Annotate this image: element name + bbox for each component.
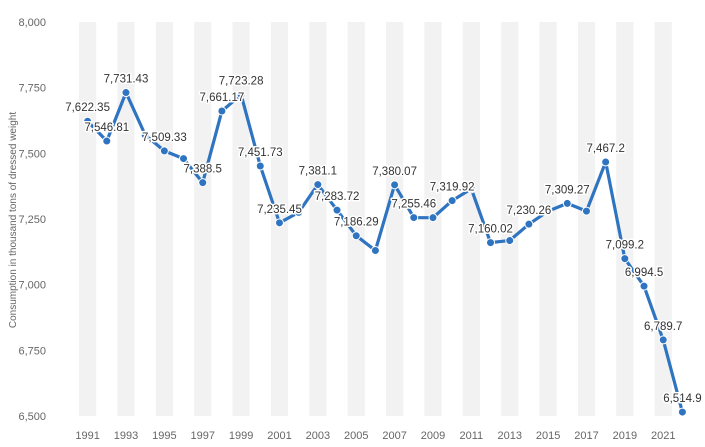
data-label: 7,546.81 [84,122,129,134]
grid-band [501,22,519,416]
data-label: 7,509.33 [142,132,187,144]
data-point [332,205,342,215]
x-tick-label: 1993 [114,430,138,442]
grid-band [194,22,212,416]
data-point [255,161,265,171]
y-axis-title: Consumption in thousand tons of dressed … [8,112,19,328]
x-tick-label: 2009 [421,430,445,442]
grid-band [347,22,365,416]
data-point [562,198,572,208]
y-tick-label: 8,000 [18,17,46,29]
grid-band [79,22,97,416]
grid-band [232,22,250,416]
data-label: 7,467.2 [586,143,624,155]
data-label: 7,230.26 [507,205,552,217]
data-label: 7,622.35 [65,102,110,114]
data-point [313,180,323,190]
x-tick-label: 2007 [382,430,406,442]
data-point [83,116,93,126]
data-point [543,206,553,216]
x-tick-label: 1991 [75,430,99,442]
x-tick-label: 1999 [229,430,253,442]
grid-band [117,22,135,416]
x-tick-label: 2017 [574,430,598,442]
x-tick-label: 2021 [651,430,675,442]
y-tick-label: 6,750 [18,345,46,357]
data-point [505,236,515,246]
grid-band [539,22,557,416]
data-point [198,178,208,188]
data-label: 7,099.2 [606,240,644,252]
data-point [351,231,361,241]
data-label: 7,186.29 [334,217,379,229]
y-tick-label: 7,000 [18,280,46,292]
grid-band [462,22,480,416]
data-point [294,207,304,217]
data-point [601,157,611,167]
y-tick-label: 7,500 [18,148,46,160]
data-point [102,136,112,146]
data-label: 7,309.27 [545,184,590,196]
data-point [390,180,400,190]
data-label: 7,661.17 [200,92,245,104]
x-tick-label: 1997 [190,430,214,442]
grid-band [386,22,404,416]
data-point [447,196,457,206]
grid-band [577,22,596,416]
x-tick-label: 2011 [460,430,484,442]
data-label: 7,723.28 [219,76,264,88]
data-point [121,88,131,98]
data-label: 6,789.7 [644,321,682,333]
data-label: 7,451.73 [238,147,283,159]
data-point [581,206,591,216]
data-label: 7,160.02 [468,224,513,236]
data-point [217,106,227,116]
data-label: 7,255.46 [391,199,436,211]
data-point [370,246,380,256]
data-label: 6,994.5 [625,267,663,279]
data-label: 7,283.72 [315,191,360,203]
data-label: 7,319.92 [430,182,475,194]
x-tick-label: 2003 [306,430,330,442]
data-label: 6,514.9 [663,393,701,405]
data-point [179,154,189,164]
x-tick-label: 2013 [497,430,521,442]
x-tick-label: 2001 [267,430,291,442]
y-tick-label: 7,250 [18,214,46,226]
data-point [236,90,246,100]
data-point [428,213,438,223]
grid-band [309,22,327,416]
data-point [486,238,496,248]
data-point [620,254,630,264]
data-label: 7,235.45 [257,204,302,216]
data-point [466,184,476,194]
data-point [658,335,668,345]
data-point [274,218,284,228]
data-label: 7,380.07 [372,166,417,178]
grid-band [155,22,173,416]
y-tick-label: 7,750 [18,83,46,95]
data-point [639,281,649,291]
x-tick-label: 2005 [344,430,368,442]
grid-band [616,22,634,416]
data-point [140,130,150,140]
y-tick-label: 6,500 [18,411,46,423]
grid-band [654,22,672,416]
data-label: 7,731.43 [104,74,149,86]
x-tick-label: 1995 [152,430,176,442]
data-point [677,407,687,417]
data-label: 7,381.1 [299,166,337,178]
x-tick-label: 2015 [536,430,560,442]
x-tick-label: 2019 [613,430,637,442]
data-point [409,213,419,223]
data-point [159,146,169,156]
data-label: 7,388.5 [184,164,222,176]
data-point [524,219,534,229]
